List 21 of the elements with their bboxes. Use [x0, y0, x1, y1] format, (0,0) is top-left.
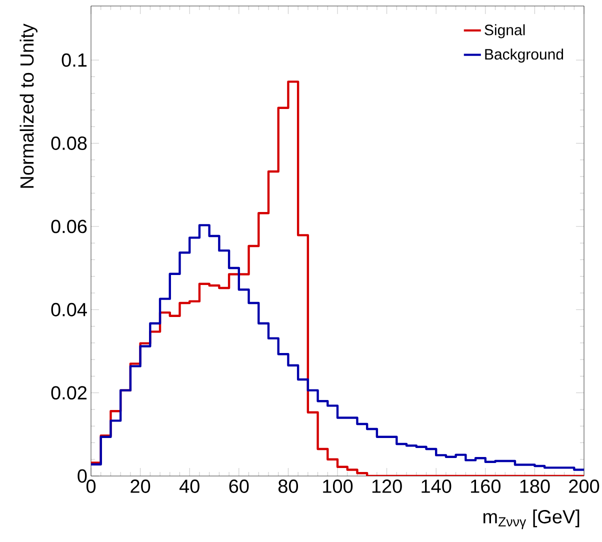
legend-label: Background	[485, 48, 564, 63]
x-tick-label: 60	[229, 480, 249, 493]
x-tick-label: 200	[569, 480, 600, 493]
y-tick-label: 0.06	[51, 220, 87, 234]
y-tick-label: 0.08	[51, 136, 87, 150]
y-tick-label: 0.1	[62, 53, 87, 67]
y-axis-title: Normalized to Unity	[20, 24, 38, 188]
x-tick-label: 20	[130, 480, 150, 493]
x-tick-label: 140	[422, 480, 452, 493]
legend-label: Signal	[484, 24, 525, 38]
x-tick-label: 80	[278, 480, 298, 493]
x-tick-label: 160	[471, 480, 501, 493]
y-tick-label: 0	[78, 469, 87, 483]
x-tick-label: 40	[179, 480, 200, 493]
x-tick-label: 180	[520, 480, 550, 493]
x-tick-label: 0	[86, 480, 96, 493]
x-tick-label: 120	[372, 480, 402, 493]
x-axis-title: m$_{Zννγ}$ [GeV]	[484, 510, 580, 530]
y-tick-label: 0.02	[51, 386, 87, 400]
y-tick-label: 0.04	[51, 302, 87, 316]
x-tick-label: 100	[323, 480, 353, 493]
